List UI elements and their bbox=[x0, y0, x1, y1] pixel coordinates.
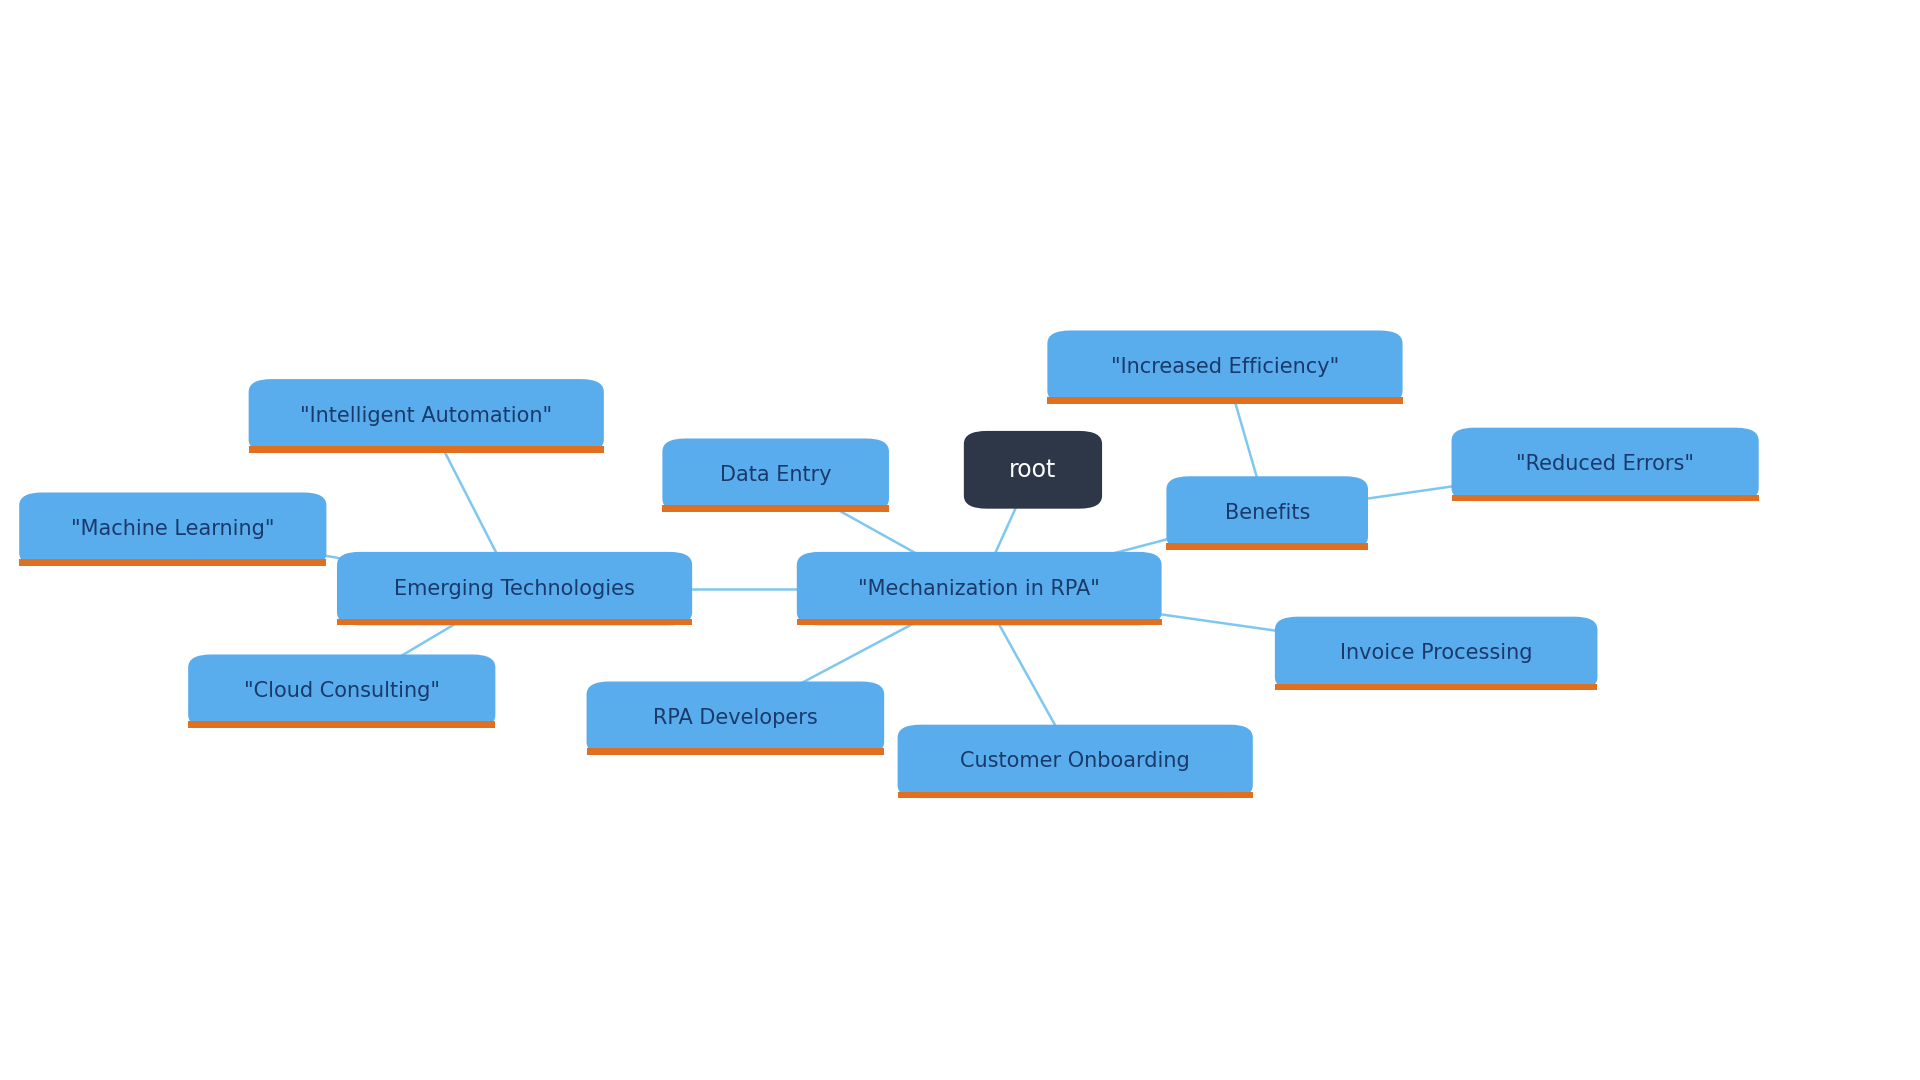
FancyBboxPatch shape bbox=[1452, 495, 1759, 501]
Text: Customer Onboarding: Customer Onboarding bbox=[960, 752, 1190, 771]
FancyBboxPatch shape bbox=[1048, 397, 1402, 404]
FancyBboxPatch shape bbox=[797, 619, 1162, 625]
Text: "Intelligent Automation": "Intelligent Automation" bbox=[300, 406, 553, 426]
FancyBboxPatch shape bbox=[19, 559, 326, 566]
Text: "Increased Efficiency": "Increased Efficiency" bbox=[1112, 357, 1338, 377]
Text: "Reduced Errors": "Reduced Errors" bbox=[1517, 455, 1693, 474]
Text: Emerging Technologies: Emerging Technologies bbox=[394, 579, 636, 598]
FancyBboxPatch shape bbox=[1452, 428, 1759, 501]
Text: RPA Developers: RPA Developers bbox=[653, 708, 818, 728]
FancyBboxPatch shape bbox=[250, 446, 603, 453]
FancyBboxPatch shape bbox=[338, 552, 693, 625]
Text: Invoice Processing: Invoice Processing bbox=[1340, 644, 1532, 663]
Text: Data Entry: Data Entry bbox=[720, 465, 831, 485]
FancyBboxPatch shape bbox=[588, 681, 883, 755]
FancyBboxPatch shape bbox=[19, 492, 326, 566]
FancyBboxPatch shape bbox=[662, 505, 889, 512]
FancyBboxPatch shape bbox=[662, 438, 889, 512]
Text: Benefits: Benefits bbox=[1225, 503, 1309, 523]
Text: "Machine Learning": "Machine Learning" bbox=[71, 519, 275, 539]
Text: "Cloud Consulting": "Cloud Consulting" bbox=[244, 681, 440, 701]
FancyBboxPatch shape bbox=[1167, 543, 1367, 550]
FancyBboxPatch shape bbox=[1048, 330, 1402, 404]
FancyBboxPatch shape bbox=[1275, 684, 1597, 690]
FancyBboxPatch shape bbox=[250, 379, 603, 453]
Text: "Mechanization in RPA": "Mechanization in RPA" bbox=[858, 579, 1100, 598]
FancyBboxPatch shape bbox=[899, 725, 1254, 798]
FancyBboxPatch shape bbox=[588, 748, 883, 755]
Text: root: root bbox=[1010, 458, 1056, 482]
FancyBboxPatch shape bbox=[797, 552, 1162, 625]
FancyBboxPatch shape bbox=[1167, 476, 1367, 550]
FancyBboxPatch shape bbox=[964, 431, 1102, 509]
FancyBboxPatch shape bbox=[1275, 617, 1597, 690]
FancyBboxPatch shape bbox=[188, 654, 495, 728]
FancyBboxPatch shape bbox=[899, 792, 1254, 798]
FancyBboxPatch shape bbox=[338, 619, 693, 625]
FancyBboxPatch shape bbox=[188, 721, 495, 728]
